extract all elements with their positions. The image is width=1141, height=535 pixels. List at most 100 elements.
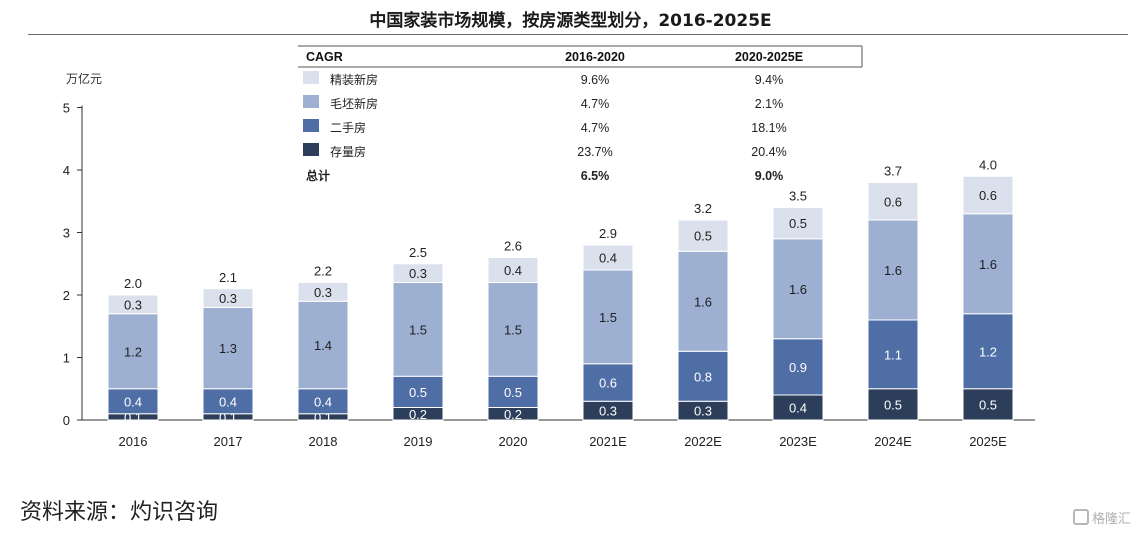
bar-value-label: 0.6 [599,376,617,391]
bar-value-label: 0.4 [599,251,617,266]
bar-total-label: 2.0 [124,276,142,291]
bar-total-label: 2.5 [409,245,427,260]
x-tick-label: 2022E [684,434,722,449]
y-tick-label: 2 [63,288,70,303]
x-tick-label: 2019 [404,434,433,449]
bar-segment [107,388,159,415]
y-tick-label: 1 [63,351,70,366]
bar-value-label: 0.6 [979,188,997,203]
legend-swatch [303,119,319,132]
title-rule [28,34,1128,35]
bar-value-label: 1.3 [219,341,237,356]
legend-swatch [303,143,319,156]
bar-segment [297,300,349,390]
bar-segment [867,319,919,390]
bar-value-label: 0.3 [124,297,142,312]
x-tick-label: 2024E [874,434,912,449]
bar-segment [582,244,634,271]
bar-segment [487,375,539,408]
bar-value-label: 0.5 [884,397,902,412]
bar-value-label: 0.5 [409,385,427,400]
bar-value-label: 0.4 [789,401,807,416]
bar-value-label: 0.3 [694,404,712,419]
bar-value-label: 0.6 [884,194,902,209]
bar-total-label: 3.5 [789,189,807,204]
cagr-value-2020-2025: 18.1% [751,121,786,135]
y-tick-label: 3 [63,226,70,241]
x-tick-label: 2021E [589,434,627,449]
x-tick-label: 2018 [309,434,338,449]
bar-total-label: 3.2 [694,201,712,216]
bar-total-label: 2.2 [314,264,332,279]
bar-value-label: 1.5 [409,322,427,337]
y-axis-unit-label: 万亿元 [66,71,102,86]
cagr-value-2016-2020: 23.7% [577,145,612,159]
cagr-value-2020-2025: 20.4% [751,145,786,159]
bar-segment [487,282,539,377]
bar-total-label: 4.0 [979,157,997,172]
bar-segment [772,394,824,421]
cagr-header-period1: 2016-2020 [565,50,625,64]
bar-segment [962,313,1014,390]
bar-segment [392,263,444,283]
bar-value-label: 0.9 [789,360,807,375]
legend-label: 毛坯新房 [330,96,378,111]
cagr-value-2016-2020: 9.6% [581,73,610,87]
cagr-value-2016-2020: 6.5% [581,169,610,183]
cagr-value-2016-2020: 4.7% [581,121,610,135]
watermark: 格隆汇 [1072,508,1131,527]
bar-value-label: 0.3 [219,291,237,306]
bar-value-label: 1.2 [124,344,142,359]
cagr-value-2020-2025: 9.0% [755,169,784,183]
legend-label: 总计 [306,168,330,183]
bar-total-label: 2.6 [504,239,522,254]
chart-title: 中国家装市场规模，按房源类型划分，2016-2025E [369,11,772,31]
x-tick-label: 2023E [779,434,817,449]
bar-segment [867,388,919,421]
bar-value-label: 1.1 [884,347,902,362]
bar-value-label: 0.3 [409,266,427,281]
legend-label: 存量房 [330,144,366,159]
bar-value-label: 0.4 [219,394,237,409]
bar-segment [867,182,919,221]
bar-segment [962,213,1014,315]
bar-segment [297,388,349,415]
bar-value-label: 0.5 [789,216,807,231]
bar-segment [487,257,539,283]
bar-segment [962,175,1014,215]
cagr-value-2020-2025: 2.1% [755,97,784,111]
bar-value-label: 1.6 [694,294,712,309]
cagr-header-label: CAGR [306,50,343,64]
bar-value-label: 0.2 [409,407,427,422]
bar-segment [962,388,1014,421]
legend-label: 二手房 [330,120,366,135]
bar-value-label: 1.6 [789,282,807,297]
bar-value-label: 0.4 [504,263,522,278]
bar-segment [107,294,159,315]
x-tick-label: 2020 [499,434,528,449]
bar-value-label: 0.3 [599,404,617,419]
cagr-value-2016-2020: 4.7% [581,97,610,111]
bar-segment [392,375,444,408]
bar-value-label: 0.4 [124,394,142,409]
x-tick-label: 2025E [969,434,1007,449]
bar-segment [297,282,349,302]
legend-swatch [303,71,319,84]
bar-value-label: 0.8 [694,369,712,384]
bar-value-label: 1.4 [314,338,332,353]
stacked-bar-chart: 012345万亿元0.10.41.20.32.020160.10.41.30.3… [63,45,1035,449]
cagr-header-period2: 2020-2025E [735,50,803,64]
legend-label: 精装新房 [330,72,378,87]
y-tick-label: 4 [63,163,70,178]
y-tick-label: 0 [63,413,70,428]
bar-value-label: 0.3 [314,285,332,300]
bar-segment [677,350,729,402]
bar-value-label: 0.5 [694,229,712,244]
x-tick-label: 2017 [214,434,243,449]
bar-segment [392,282,444,377]
bar-segment [202,288,254,308]
bar-value-label: 0.2 [504,407,522,422]
bar-value-label: 1.6 [884,263,902,278]
bar-value-label: 1.2 [979,344,997,359]
bar-segment [772,338,824,396]
